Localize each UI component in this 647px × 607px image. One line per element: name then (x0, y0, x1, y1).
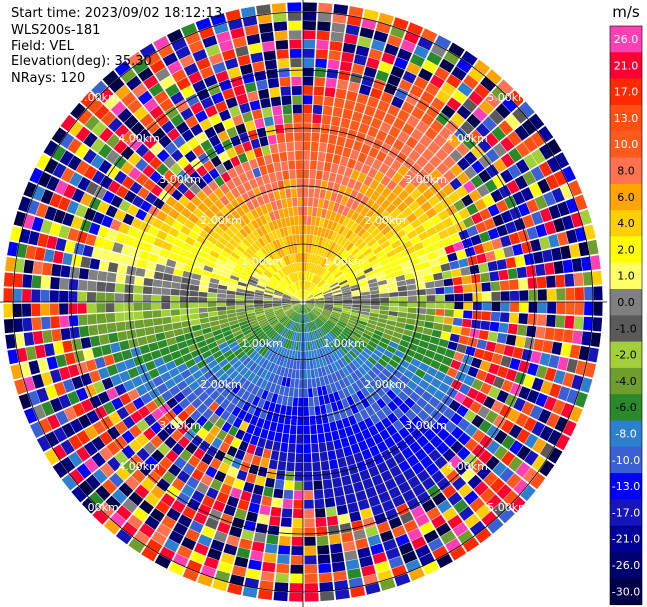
colorbar-tick: -30.0 (612, 585, 640, 598)
ring-label: 5.00km (77, 91, 119, 104)
colorbar-tick: 17.0 (614, 86, 639, 99)
colorbar-segment (610, 131, 642, 158)
ring-label: 4.00km (446, 132, 488, 145)
colorbar-tick: 21.0 (614, 59, 639, 72)
colorbar-tick: -8.0 (615, 428, 636, 441)
colorbar-tick: -13.0 (612, 480, 640, 493)
colorbar-segment (610, 52, 642, 80)
field-name: Field: VEL (11, 39, 74, 54)
colorbar-segment (610, 78, 642, 106)
colorbar-segment (610, 262, 642, 290)
ring-label: 2.00km (200, 214, 242, 227)
colorbar-segment (610, 578, 642, 606)
colorbar-unit: m/s (612, 3, 640, 21)
colorbar-segment (610, 341, 642, 369)
colorbar-tick: -4.0 (615, 375, 636, 388)
colorbar-tick: 10.0 (614, 138, 639, 151)
ring-label: 3.00km (159, 419, 201, 432)
colorbar-segment (610, 394, 642, 421)
ring-label: 1.00km (323, 337, 365, 350)
range-rings: 1.00km 1.00km 1.00km 1.00km 2.00km 2.00km 2.00… (0, 0, 607, 607)
colorbar-tick: 26.0 (614, 33, 639, 46)
instrument-name: WLS200s-181 (11, 23, 101, 38)
ring-label: 4.00km (118, 132, 160, 145)
ring-label: 3.00km (405, 419, 447, 432)
colorbar-tick: 0.0 (617, 296, 635, 309)
colorbar-tick: -26.0 (612, 559, 640, 572)
colorbar-tick: 13.0 (614, 112, 639, 125)
colorbar-tick: -21.0 (612, 533, 640, 546)
colorbar-tick: 1.0 (617, 270, 635, 283)
colorbar-tick: -17.0 (612, 506, 640, 519)
colorbar-segment (610, 104, 642, 132)
ring-label: 4.00km (446, 460, 488, 473)
colorbar-segment (610, 315, 642, 343)
ring-label: 5.00km (487, 501, 529, 514)
ring-label: 1.00km (323, 255, 365, 268)
ring-label: 5.00km (487, 91, 529, 104)
ring-label: 1.00km (241, 255, 283, 268)
colorbar-segment (610, 552, 642, 579)
colorbar-segment (610, 525, 642, 553)
colorbar-tick: 6.0 (617, 191, 635, 204)
colorbar-tick: -1.0 (615, 322, 636, 335)
velocity-gates (3, 2, 603, 602)
ring-label: 5.00km (77, 501, 119, 514)
elevation: Elevation(deg): 35.30 (11, 54, 152, 69)
ring-label: 1.00km (241, 337, 283, 350)
colorbar-segment (610, 210, 642, 237)
colorbar-tick: 8.0 (617, 165, 635, 178)
ring-label: 2.00km (200, 378, 242, 391)
colorbar-tick: 2.0 (617, 243, 635, 256)
colorbar-segment (610, 236, 642, 264)
colorbar-border (609, 25, 643, 605)
colorbar-segment (610, 367, 642, 395)
ring-label: 3.00km (159, 173, 201, 186)
ring-label: 3.00km (405, 173, 447, 186)
colorbar-segment (610, 473, 642, 500)
colorbar-segment (610, 446, 642, 474)
ring-label: 2.00km (364, 214, 406, 227)
start-time: Start time: 2023/09/02 18:12:13 (11, 6, 223, 21)
colorbar-tick: 4.0 (617, 217, 635, 230)
colorbar-segment (610, 420, 642, 448)
colorbar-tick: -2.0 (615, 349, 636, 362)
colorbar-segment (610, 183, 642, 211)
colorbar-tick: -6.0 (615, 401, 636, 414)
ring-label: 4.00km (118, 460, 160, 473)
ppi-plot: 1.00km 1.00km 1.00km 1.00km 2.00km 2.00km 2.00… (0, 0, 607, 607)
ring-label: 2.00km (364, 378, 406, 391)
colorbar-segment (610, 289, 642, 316)
colorbar-segment (610, 499, 642, 527)
colorbar-tick: -10.0 (612, 454, 640, 467)
colorbar-segment (610, 26, 642, 53)
colorbar-segment (610, 157, 642, 185)
nrays: NRays: 120 (11, 71, 86, 86)
